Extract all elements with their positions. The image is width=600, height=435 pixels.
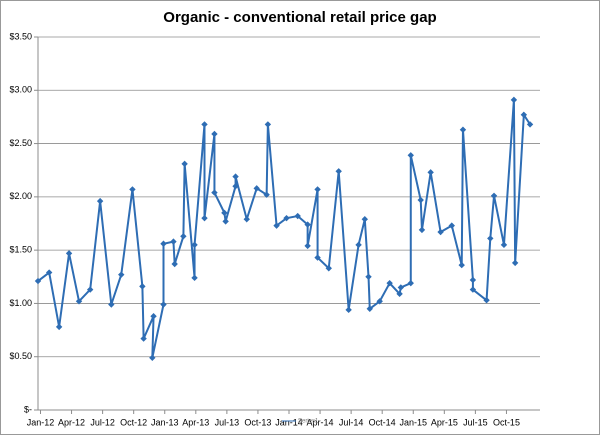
point xyxy=(263,191,270,198)
point xyxy=(45,269,53,276)
point xyxy=(140,335,147,342)
point xyxy=(55,323,63,331)
point xyxy=(180,233,187,240)
point xyxy=(366,305,373,312)
x-tick-label: Oct-12 xyxy=(120,417,147,427)
point xyxy=(500,241,508,249)
y-tick-label: $2.00 xyxy=(9,191,32,201)
y-tick-label: $3.00 xyxy=(9,85,32,95)
y-tick-label: $1.00 xyxy=(9,298,32,308)
point xyxy=(108,301,115,308)
point xyxy=(201,121,208,128)
point xyxy=(149,354,156,361)
point xyxy=(469,286,477,293)
point xyxy=(325,265,332,272)
point xyxy=(418,226,426,234)
point xyxy=(469,276,477,284)
point xyxy=(361,216,368,223)
y-tick-label: $2.50 xyxy=(9,138,32,148)
point xyxy=(273,222,280,229)
point xyxy=(487,235,494,242)
point xyxy=(211,130,218,138)
point xyxy=(376,298,383,305)
point xyxy=(490,192,498,199)
point xyxy=(34,277,42,285)
point xyxy=(243,216,250,223)
point xyxy=(355,241,362,249)
y-tick-label: $- xyxy=(24,404,32,414)
point xyxy=(191,241,198,249)
point xyxy=(365,273,372,280)
point xyxy=(65,250,73,257)
point xyxy=(294,212,301,220)
point xyxy=(407,279,414,287)
point xyxy=(314,186,321,193)
x-tick-label: Apr-13 xyxy=(182,417,209,427)
point xyxy=(96,197,104,205)
point xyxy=(386,279,393,287)
point xyxy=(483,297,490,304)
point xyxy=(211,189,218,196)
x-tick-label: Jan-12 xyxy=(27,417,55,427)
x-tick-label: Oct-13 xyxy=(244,417,271,427)
point xyxy=(222,218,229,225)
point xyxy=(511,259,519,267)
point xyxy=(335,168,342,175)
point xyxy=(448,222,455,229)
point xyxy=(304,242,311,250)
point xyxy=(170,238,177,245)
x-tick-label: Jul-13 xyxy=(215,417,240,427)
point xyxy=(160,240,167,247)
point xyxy=(181,160,188,168)
point xyxy=(458,261,465,269)
x-tick-label: Jan-14 xyxy=(275,417,303,427)
x-tick-label: Jul-15 xyxy=(463,417,488,427)
point xyxy=(191,274,198,282)
point xyxy=(171,260,178,268)
x-tick-label: Oct-14 xyxy=(369,417,396,427)
point xyxy=(160,301,167,308)
point xyxy=(314,254,321,261)
point xyxy=(427,169,434,176)
y-tick-label: $1.50 xyxy=(9,245,32,255)
point xyxy=(407,152,414,159)
y-tick-label: $3.50 xyxy=(9,31,32,41)
x-tick-label: Apr-12 xyxy=(58,417,85,427)
point xyxy=(520,111,528,118)
y-tick-label: $0.50 xyxy=(9,351,32,361)
point xyxy=(345,306,352,314)
point xyxy=(118,271,125,278)
point xyxy=(397,284,405,291)
point xyxy=(232,173,239,180)
point xyxy=(221,209,228,217)
point xyxy=(253,185,260,192)
x-tick-label: Apr-14 xyxy=(307,417,334,427)
point xyxy=(526,121,534,128)
x-tick-label: Oct-15 xyxy=(493,417,520,427)
x-tick-label: Jul-14 xyxy=(339,417,364,427)
point xyxy=(264,121,272,128)
point xyxy=(86,286,94,293)
point xyxy=(232,183,239,190)
point xyxy=(459,126,467,133)
x-tick-label: Jan-15 xyxy=(399,417,427,427)
x-tick-label: Jul-12 xyxy=(90,417,115,427)
point xyxy=(75,298,83,305)
point xyxy=(139,283,146,290)
point xyxy=(129,186,136,193)
point xyxy=(396,290,403,298)
point xyxy=(150,313,157,320)
legend-label: Series1 xyxy=(298,419,319,425)
point xyxy=(510,96,518,104)
point xyxy=(417,196,424,204)
point xyxy=(437,228,444,236)
x-tick-label: Apr-15 xyxy=(431,417,458,427)
point xyxy=(304,221,311,228)
point xyxy=(283,214,290,222)
chart-title: Organic - conventional retail price gap xyxy=(163,9,436,26)
x-tick-label: Jan-13 xyxy=(151,417,179,427)
point xyxy=(201,214,208,222)
